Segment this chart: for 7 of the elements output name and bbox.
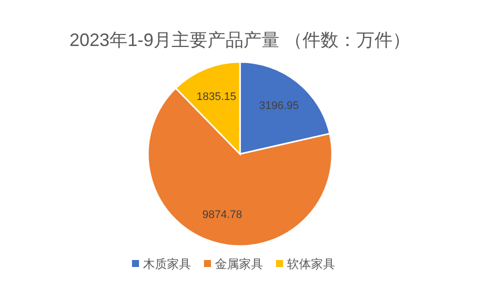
legend-label: 金属家具 bbox=[215, 257, 263, 271]
legend-label: 软体家具 bbox=[287, 257, 335, 271]
data-label: 3196.95 bbox=[259, 100, 299, 112]
legend-label: 木质家具 bbox=[143, 257, 191, 271]
data-label: 9874.78 bbox=[202, 209, 242, 221]
data-label: 1835.15 bbox=[196, 91, 236, 104]
chart-title: 2023年1-9月主要产品产量 （件数：万件） bbox=[69, 30, 411, 50]
